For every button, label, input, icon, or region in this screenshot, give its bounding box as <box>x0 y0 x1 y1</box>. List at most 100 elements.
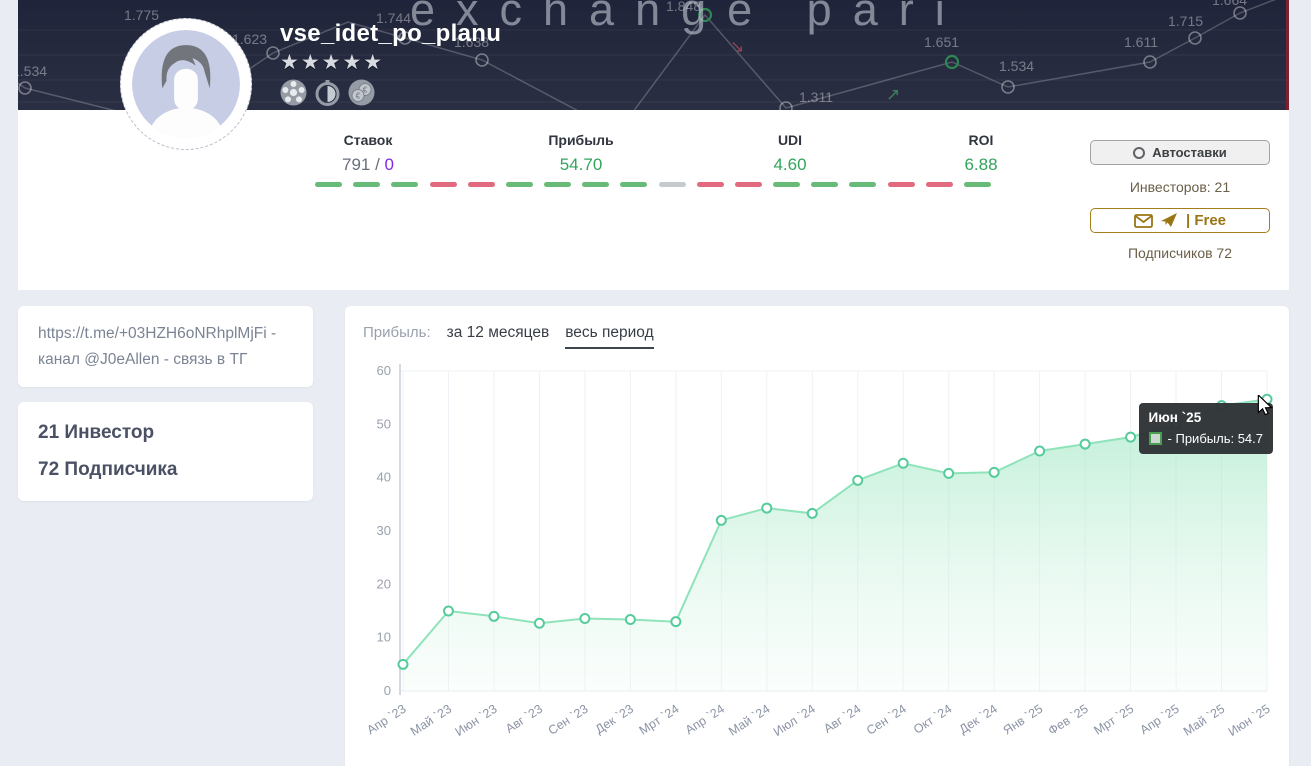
envelope-icon <box>1134 213 1153 228</box>
svg-text:Сен `24: Сен `24 <box>864 702 909 738</box>
result-dash-win <box>544 182 572 187</box>
svg-text:Фев `25: Фев `25 <box>1046 702 1091 738</box>
football-badge-icon <box>280 79 307 106</box>
svg-text:1.611: 1.611 <box>1124 34 1158 50</box>
radio-circle-icon <box>1133 146 1146 159</box>
svg-text:€: € <box>356 92 361 101</box>
svg-text:30: 30 <box>377 523 391 538</box>
svg-text:Сен `23: Сен `23 <box>546 702 591 738</box>
subscribers-line: 72 Подписчика <box>38 459 178 481</box>
stat-profit: Прибыль 54.70 <box>548 132 614 174</box>
svg-text:Окт `24: Окт `24 <box>911 702 954 737</box>
result-dash-win <box>620 182 648 187</box>
bets-alt-count: 0 <box>384 155 395 174</box>
svg-text:1.715: 1.715 <box>1168 13 1203 29</box>
chart-title: Прибыль: <box>363 324 431 341</box>
svg-text:Дек `24: Дек `24 <box>957 702 1000 737</box>
tab-all-period[interactable]: весь период <box>565 324 654 349</box>
result-dash-loss <box>467 182 495 187</box>
stat-roi: ROI 6.88 <box>964 132 998 174</box>
badges-row: € € <box>280 79 501 106</box>
svg-text:Янв `25: Янв `25 <box>1001 702 1046 738</box>
svg-text:50: 50 <box>377 416 391 431</box>
svg-text:Мрт `25: Мрт `25 <box>1091 702 1136 738</box>
svg-text:Авг `23: Авг `23 <box>503 702 545 736</box>
result-dash-loss <box>887 182 915 187</box>
svg-text:10: 10 <box>377 630 391 645</box>
result-dash-loss <box>696 182 724 187</box>
svg-text:Дек `23: Дек `23 <box>593 702 636 737</box>
person-silhouette-icon <box>132 30 240 138</box>
result-dash-loss <box>925 182 953 187</box>
stat-udi: UDI 4.60 <box>773 132 807 174</box>
autobets-button[interactable]: Автоставки <box>1090 140 1270 165</box>
tab-12-months[interactable]: за 12 месяцев <box>446 324 550 341</box>
investors-count-text: Инвесторов: 21 <box>1129 179 1231 195</box>
result-dash-win <box>315 182 342 187</box>
svg-text:Июл `24: Июл `24 <box>771 702 818 739</box>
svg-text:Мрт `24: Мрт `24 <box>637 702 682 738</box>
stats-band: Ставок 791 / 0 Прибыль 54.70 UDI 4.60 RO… <box>18 110 1289 290</box>
stat-bets: Ставок 791 / 0 <box>341 132 395 174</box>
stopwatch-badge-icon <box>315 80 340 106</box>
svg-text:Май `25: Май `25 <box>1181 702 1227 739</box>
svg-text:Авг `24: Авг `24 <box>821 702 863 736</box>
chart-tooltip: Июн `25 - Прибыль: 54.7 <box>1138 403 1273 454</box>
svg-text:Май `24: Май `24 <box>726 702 772 739</box>
svg-text:Май `23: Май `23 <box>408 702 454 739</box>
result-dash-win <box>963 182 991 187</box>
svg-text:↘: ↘ <box>730 37 744 56</box>
svg-text:1.664: 1.664 <box>1212 0 1247 8</box>
counts-card: 21 Инвестор 72 Подписчика <box>18 402 313 502</box>
svg-text:40: 40 <box>377 470 391 485</box>
investors-line: 21 Инвестор <box>38 422 155 444</box>
result-dash-loss <box>734 182 762 187</box>
result-dash-loss <box>429 182 457 187</box>
profit-chart[interactable]: 0 10 20 30 40 50 60 Апр `23 Май `23 Июн `23 Авг `2… <box>360 359 1275 756</box>
result-dash-void <box>658 182 686 187</box>
tooltip-series-swatch <box>1148 432 1162 445</box>
result-dash-win <box>773 182 801 187</box>
svg-text:1.534: 1.534 <box>999 58 1034 74</box>
svg-text:0: 0 <box>384 683 391 698</box>
svg-text:1.848: 1.848 <box>666 0 701 14</box>
avatar <box>120 18 252 150</box>
bets-total: 791 <box>341 155 371 174</box>
svg-text:1.775: 1.775 <box>124 7 159 23</box>
rating-stars: ★★★★★ <box>280 51 385 74</box>
svg-text:60: 60 <box>377 363 391 378</box>
subscribers-count-text: Подписчиков 72 <box>1127 245 1233 261</box>
subscribe-free-button[interactable]: | Free <box>1090 208 1270 233</box>
svg-text:Июн `25: Июн `25 <box>1226 702 1273 739</box>
result-dash-win <box>811 182 839 187</box>
banner-right-edge-line <box>1286 0 1289 110</box>
recent-results-strip <box>315 182 991 187</box>
svg-text:€: € <box>363 86 368 95</box>
roi-value: 6.88 <box>964 155 998 174</box>
profit-chart-card: Прибыль: за 12 месяцев весь период 0 10 20… <box>345 306 1289 766</box>
udi-value: 4.60 <box>773 155 807 174</box>
banner-background: 1.534 1.623 1.775 1.744 1.638 1.848 1.311 1.651… <box>18 0 1289 110</box>
svg-text:Июн `23: Июн `23 <box>453 702 500 739</box>
svg-text:Апр `25: Апр `25 <box>1137 702 1181 738</box>
result-dash-win <box>391 182 419 187</box>
watermark-text: exchange pari <box>410 0 966 35</box>
telegram-plane-icon <box>1160 213 1177 227</box>
svg-text:Апр `23: Апр `23 <box>364 702 408 738</box>
svg-text:20: 20 <box>377 576 391 591</box>
profile-header: 1.534 1.623 1.775 1.744 1.638 1.848 1.311 1.651… <box>18 0 1289 150</box>
result-dash-win <box>505 182 533 187</box>
svg-text:1.744: 1.744 <box>376 10 411 26</box>
mouse-cursor-icon <box>1257 395 1273 415</box>
svg-text:↗: ↗ <box>886 85 900 104</box>
svg-text:1.534: 1.534 <box>18 63 47 79</box>
sidebar: https://t.me/+03HZH6oNRhplMjFi - канал @… <box>18 306 313 502</box>
page-title-username: vse_idet_po_planu <box>280 20 502 47</box>
svg-text:Апр `24: Апр `24 <box>683 702 727 738</box>
about-card: https://t.me/+03HZH6oNRhplMjFi - канал @… <box>18 306 313 388</box>
svg-text:1.311: 1.311 <box>799 89 833 105</box>
result-dash-win <box>849 182 877 187</box>
svg-text:1.638: 1.638 <box>454 34 489 50</box>
svg-text:1.651: 1.651 <box>924 34 959 50</box>
